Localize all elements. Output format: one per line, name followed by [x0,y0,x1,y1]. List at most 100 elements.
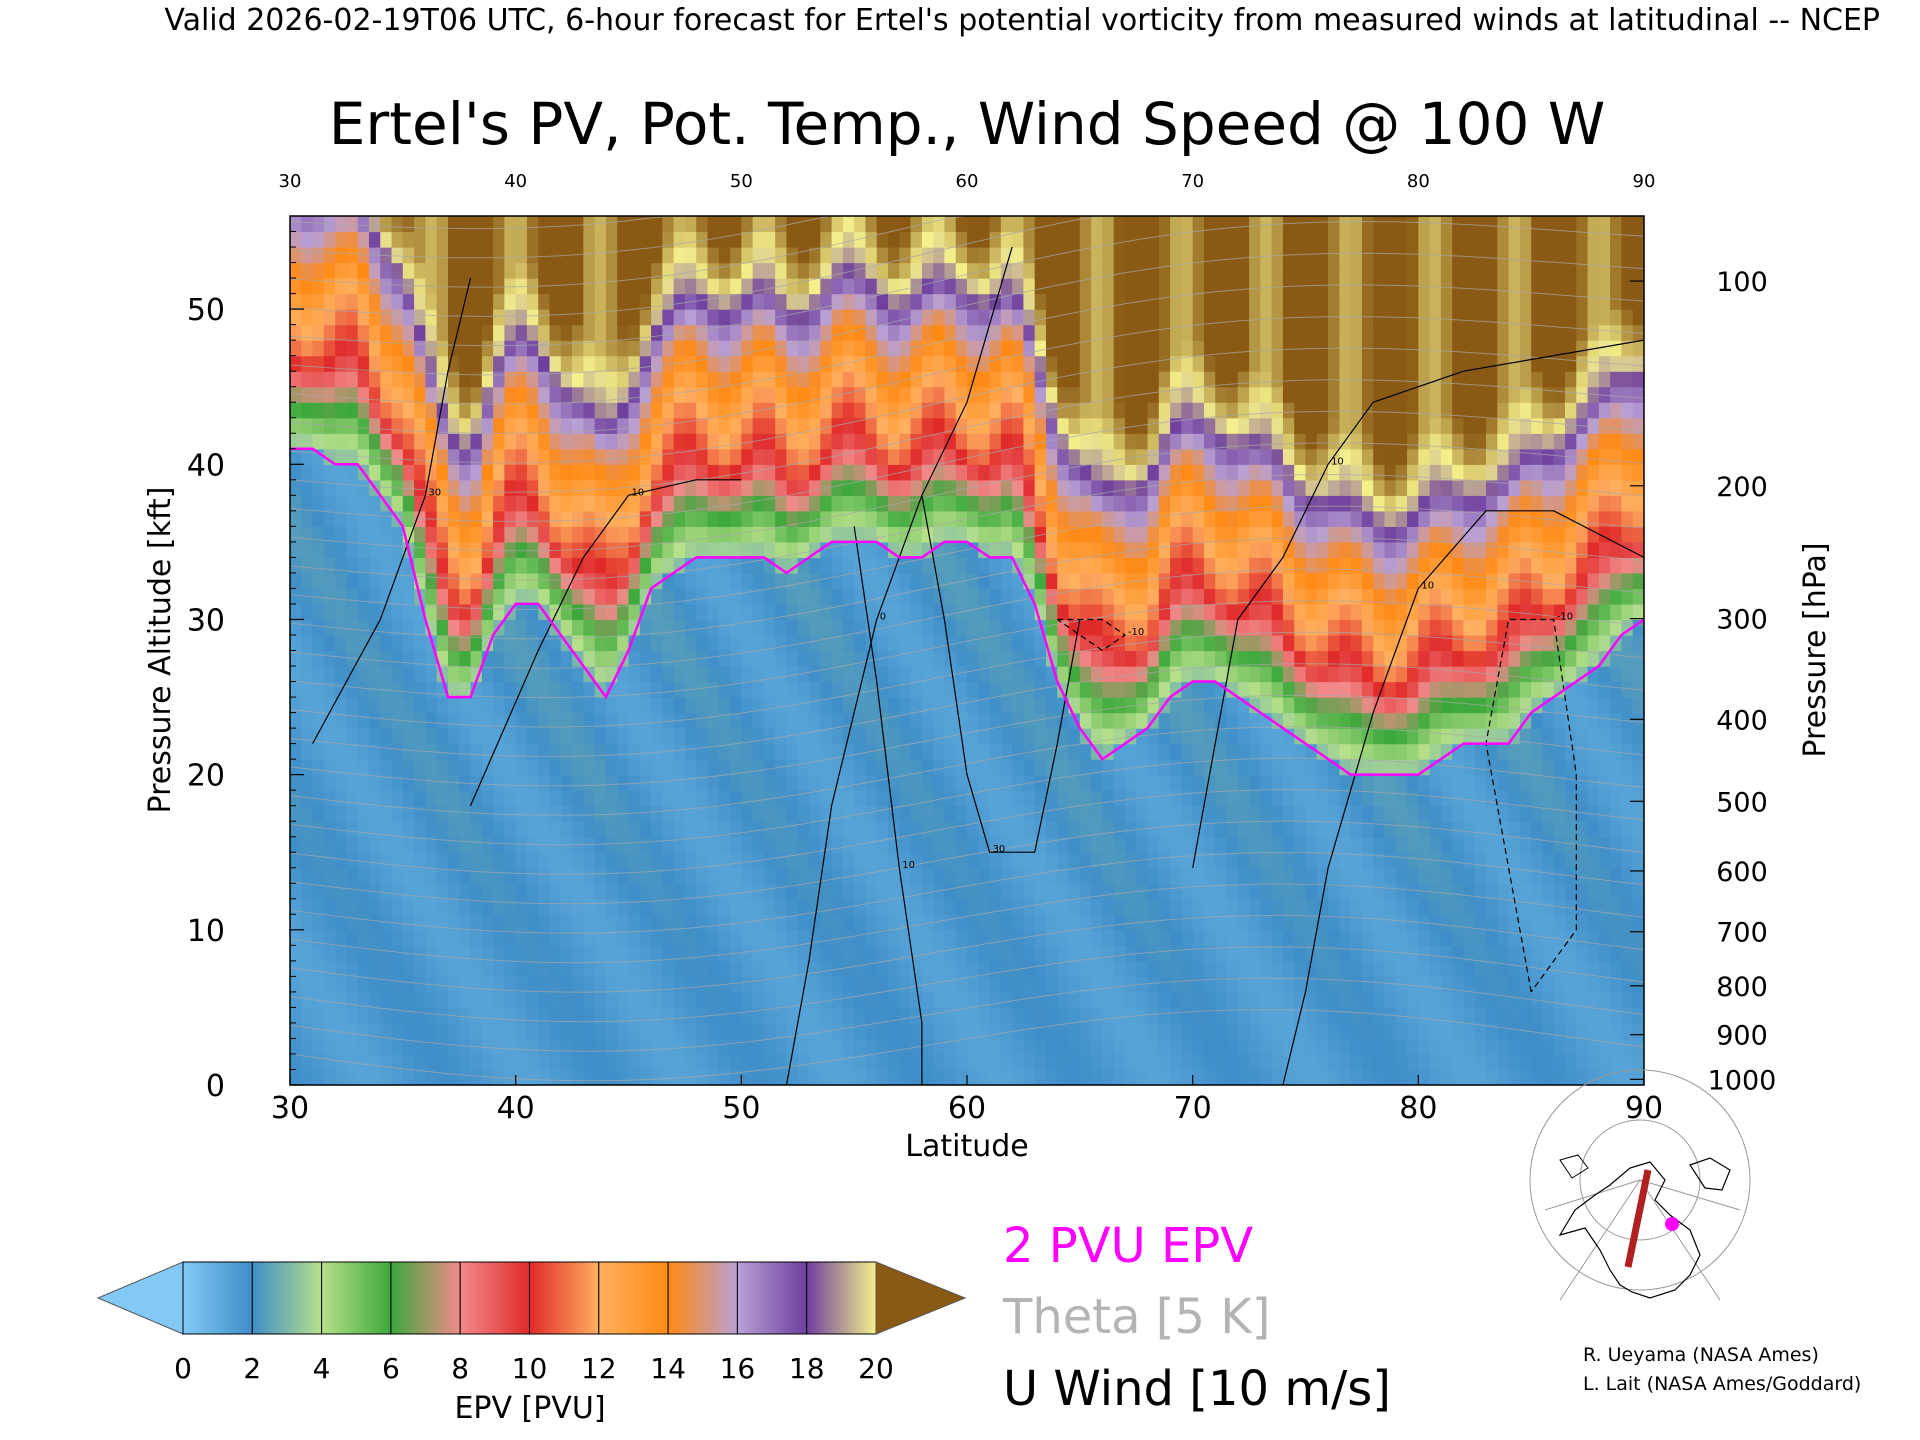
epv-cell [1091,867,1103,884]
epv-cell [1170,1053,1182,1071]
epv-cell [504,805,517,822]
epv-cell [1294,1053,1307,1071]
epv-cell [730,309,742,326]
epv-cell [718,619,731,636]
epv-cell [978,681,991,698]
epv-cell [786,262,799,279]
epv-cell [1012,821,1025,838]
epv-cell [357,681,370,698]
epv-cell [651,262,663,279]
epv-cell [944,852,957,869]
epv-cell [741,324,754,341]
epv-cell [1226,417,1239,434]
epv-cell [1023,262,1036,279]
epv-cell [1068,495,1081,512]
epv-cell [1079,1007,1092,1024]
epv-cell [1215,309,1228,326]
epv-cell [560,914,573,931]
epv-cell [470,371,483,388]
epv-cell [346,743,359,760]
epv-cell [425,821,438,838]
epv-cell [1102,510,1115,527]
epv-cell [1271,697,1284,714]
epv-cell [312,1022,325,1040]
epv-cell [470,324,483,341]
epv-cell [651,790,663,807]
epv-cell [910,821,923,838]
epv-cell [888,402,900,419]
epv-cell [1203,867,1216,884]
epv-cell [1249,1007,1261,1024]
epv-cell [921,821,934,838]
epv-cell [594,309,607,326]
epv-cell [447,588,460,605]
epv-cell [797,1053,810,1071]
epv-cell [402,526,415,543]
epv-cell [357,1038,370,1055]
epv-cell [888,464,900,481]
epv-cell [1237,960,1250,977]
epv-cell [730,216,742,233]
epv-cell [1260,495,1273,512]
epv-cell [414,790,426,807]
epv-cell [1124,867,1137,884]
epv-cell [684,557,697,574]
epv-cell [1192,417,1205,434]
epv-cell [876,371,889,388]
epv-cell [312,619,325,636]
epv-cell [1181,464,1194,481]
epv-cell [775,790,788,807]
epv-cell [1113,634,1126,652]
epv-cell [459,743,472,760]
epv-cell [741,650,754,667]
epv-cell [346,588,359,605]
epv-cell [967,402,979,419]
epv-cell [436,541,449,558]
epv-cell [1260,929,1273,946]
epv-cell [730,557,742,574]
epv-cell [662,588,675,605]
epv-cell [1260,712,1273,729]
epv-cell [515,1022,528,1040]
epv-cell [651,371,663,388]
epv-cell [1249,759,1261,776]
epv-cell [1079,557,1092,574]
epv-cell [718,1069,731,1085]
epv-cell [1237,371,1250,388]
epv-cell [639,216,652,233]
epv-cell [752,1038,765,1055]
epv-cell [526,402,539,419]
epv-cell [368,1069,381,1085]
epv-cell [752,666,765,683]
epv-cell [447,278,460,295]
epv-cell [1124,355,1137,372]
epv-cell [1147,572,1160,590]
epv-cell [323,790,336,807]
epv-cell [346,278,359,295]
epv-cell [910,417,923,434]
epv-cell [481,495,494,512]
epv-cell [989,231,1002,248]
epv-cell [809,697,821,714]
epv-cell [391,774,404,791]
epv-cell [730,774,742,791]
epv-cell [1181,386,1194,403]
epv-cell [1057,759,1070,776]
epv-cell [809,1007,821,1024]
epv-cell [865,1022,878,1040]
epv-cell [989,914,1002,931]
epv-cell [944,1022,957,1040]
epv-cell [684,712,697,729]
epv-cell [1249,231,1261,248]
epv-cell [1000,1053,1013,1071]
epv-cell [1136,371,1149,388]
epv-cell [1124,681,1137,698]
epv-cell [899,309,912,326]
epv-cell [741,929,754,946]
epv-cell [1282,634,1295,652]
epv-cell [1271,836,1284,853]
epv-cell [1012,867,1025,884]
epv-cell [1034,572,1047,590]
epv-cell [786,464,799,481]
epv-cell [391,790,404,807]
